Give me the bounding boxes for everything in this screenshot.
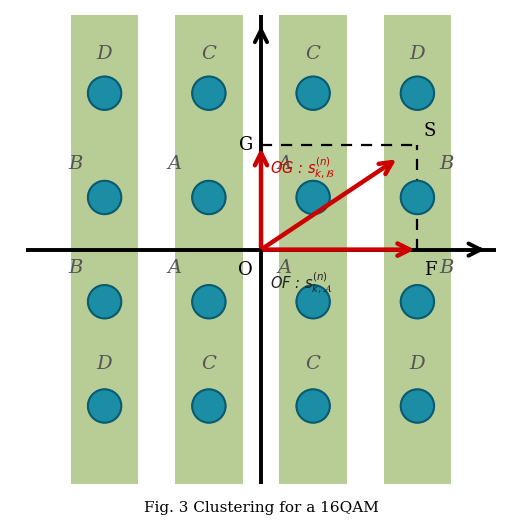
Text: B: B xyxy=(439,154,453,173)
Bar xyxy=(279,15,347,484)
Text: C: C xyxy=(306,45,321,63)
Circle shape xyxy=(88,285,121,318)
Text: D: D xyxy=(97,45,112,63)
Text: A: A xyxy=(277,259,291,277)
Text: OG : $s_{k,\mathcal{B}}^{(n)}$: OG : $s_{k,\mathcal{B}}^{(n)}$ xyxy=(270,156,336,181)
Circle shape xyxy=(192,285,226,318)
Circle shape xyxy=(192,76,226,110)
Text: F: F xyxy=(424,261,436,279)
Circle shape xyxy=(192,181,226,214)
Text: B: B xyxy=(69,154,83,173)
Text: A: A xyxy=(277,154,291,173)
Text: B: B xyxy=(439,259,453,277)
Text: A: A xyxy=(168,154,182,173)
Circle shape xyxy=(296,389,330,423)
Text: S: S xyxy=(424,122,436,140)
Bar xyxy=(70,15,138,484)
Circle shape xyxy=(401,285,434,318)
Text: C: C xyxy=(201,355,216,373)
Circle shape xyxy=(401,181,434,214)
Text: G: G xyxy=(239,136,253,154)
Circle shape xyxy=(401,389,434,423)
Text: B: B xyxy=(69,259,83,277)
Bar xyxy=(384,15,452,484)
Text: C: C xyxy=(201,45,216,63)
Bar xyxy=(175,15,243,484)
Text: D: D xyxy=(410,355,425,373)
Circle shape xyxy=(296,76,330,110)
Circle shape xyxy=(296,181,330,214)
Text: D: D xyxy=(97,355,112,373)
Text: D: D xyxy=(410,45,425,63)
Text: C: C xyxy=(306,355,321,373)
Circle shape xyxy=(296,285,330,318)
Text: A: A xyxy=(168,259,182,277)
Circle shape xyxy=(401,76,434,110)
Circle shape xyxy=(192,389,226,423)
Text: O: O xyxy=(239,261,253,279)
Text: Fig. 3 Clustering for a 16QAM: Fig. 3 Clustering for a 16QAM xyxy=(144,501,378,515)
Text: OF : $s_{k,\mathcal{A}}^{(n)}$: OF : $s_{k,\mathcal{A}}^{(n)}$ xyxy=(270,270,334,296)
Circle shape xyxy=(88,389,121,423)
Circle shape xyxy=(88,181,121,214)
Circle shape xyxy=(88,76,121,110)
